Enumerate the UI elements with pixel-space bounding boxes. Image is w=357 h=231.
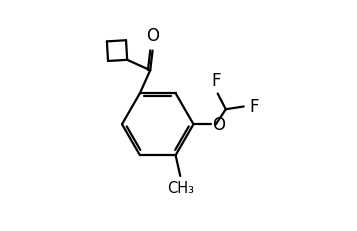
Text: CH₃: CH₃ xyxy=(167,180,194,195)
Text: O: O xyxy=(146,27,159,45)
Text: F: F xyxy=(250,98,259,116)
Text: F: F xyxy=(211,72,221,90)
Text: O: O xyxy=(212,116,225,134)
